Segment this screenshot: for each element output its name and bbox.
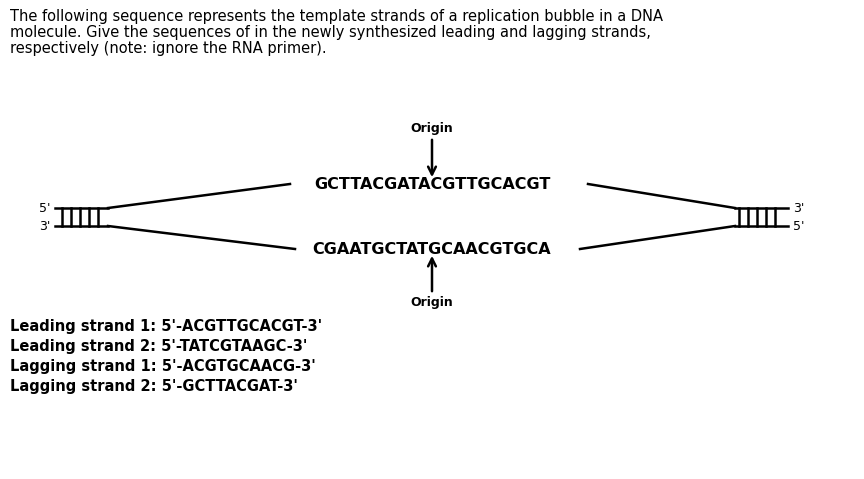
Text: molecule. Give the sequences of in the newly synthesized leading and lagging str: molecule. Give the sequences of in the n…	[10, 25, 651, 40]
Text: Lagging strand 1: 5'-ACGTGCAACG-3': Lagging strand 1: 5'-ACGTGCAACG-3'	[10, 359, 315, 374]
Text: 3': 3'	[793, 202, 804, 215]
Text: 5': 5'	[39, 202, 50, 215]
Text: GCTTACGATACGTTGCACGT: GCTTACGATACGTTGCACGT	[314, 176, 550, 192]
Text: Lagging strand 2: 5'-GCTTACGAT-3': Lagging strand 2: 5'-GCTTACGAT-3'	[10, 379, 298, 394]
Text: CGAATGCTATGCAACGTGCA: CGAATGCTATGCAACGTGCA	[313, 241, 551, 256]
Text: Leading strand 1: 5'-ACGTTGCACGT-3': Leading strand 1: 5'-ACGTTGCACGT-3'	[10, 319, 322, 334]
Text: 5': 5'	[793, 219, 804, 232]
Text: The following sequence represents the template strands of a replication bubble i: The following sequence represents the te…	[10, 9, 663, 24]
Text: respectively (note: ignore the RNA primer).: respectively (note: ignore the RNA prime…	[10, 41, 327, 56]
Text: Origin: Origin	[410, 296, 454, 309]
Text: Leading strand 2: 5'-TATCGTAAGC-3': Leading strand 2: 5'-TATCGTAAGC-3'	[10, 339, 308, 354]
Text: 3': 3'	[39, 219, 50, 232]
Text: Origin: Origin	[410, 122, 454, 135]
